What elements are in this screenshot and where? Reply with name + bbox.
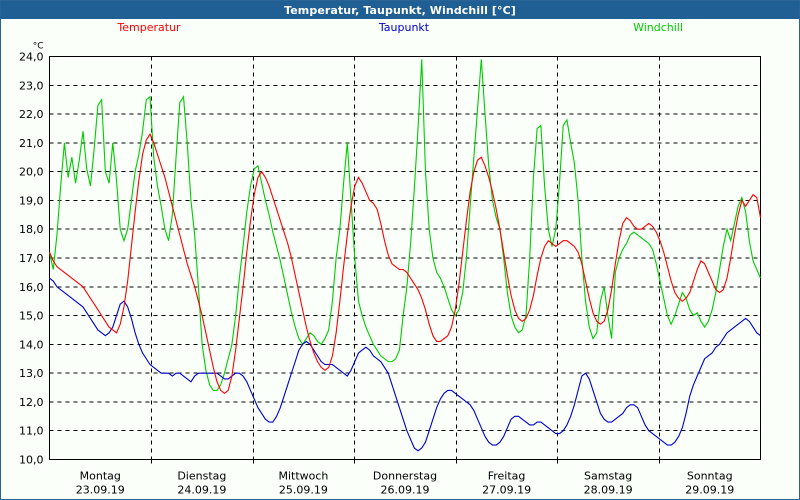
x-axis-day-date: 24.09.19 xyxy=(177,484,226,497)
y-tick-label: 16,0 xyxy=(19,281,44,294)
x-axis-day-name: Samstag xyxy=(584,470,632,483)
x-axis-day-name: Dienstag xyxy=(177,470,226,483)
grid-lines xyxy=(49,56,761,460)
legend-item-temperatur: Temperatur xyxy=(117,21,181,34)
x-axis-day-date: 26.09.19 xyxy=(381,484,430,497)
y-axis-labels: 24,0 23,0 22,0 21,0 20,0 19,0 18,0 17,0 16,0 15,0… xyxy=(19,51,44,467)
y-tick-label: 22,0 xyxy=(19,108,44,121)
x-axis-day-name: Mittwoch xyxy=(278,470,328,483)
data-series xyxy=(48,59,762,452)
chart-legend: Temperatur Taupunkt Windchill xyxy=(1,21,799,37)
y-tick-label: 10,0 xyxy=(19,454,44,467)
x-axis-ticks xyxy=(151,459,660,464)
y-tick-label: 18,0 xyxy=(19,223,44,236)
x-axis-day-date: 23.09.19 xyxy=(76,484,125,497)
series-line-windchill xyxy=(48,59,762,391)
y-tick-label: 13,0 xyxy=(19,367,44,380)
plot-frame xyxy=(49,56,761,460)
y-tick-label: 21,0 xyxy=(19,137,44,150)
legend-item-windchill: Windchill xyxy=(633,21,683,34)
y-tick-label: 15,0 xyxy=(19,310,44,323)
x-axis-day-date: 25.09.19 xyxy=(279,484,328,497)
y-tick-label: 20,0 xyxy=(19,166,44,179)
y-tick-label: 11,0 xyxy=(19,425,44,438)
axis-unit-label: °C xyxy=(33,42,44,52)
x-axis-day-name: Sonntag xyxy=(687,470,733,483)
y-tick-label: 24,0 xyxy=(19,51,44,64)
x-axis-day-date: 28.09.19 xyxy=(584,484,633,497)
x-axis-day-name: Donnerstag xyxy=(373,470,437,483)
y-tick-label: 19,0 xyxy=(19,194,44,207)
x-axis-day-date: 27.09.19 xyxy=(482,484,531,497)
y-tick-label: 17,0 xyxy=(19,252,44,265)
y-tick-label: 23,0 xyxy=(19,79,44,92)
window-title: Temperatur, Taupunkt, Windchill [°C] xyxy=(284,3,516,17)
series-line-temperatur xyxy=(48,133,762,394)
y-tick-label: 12,0 xyxy=(19,396,44,409)
y-axis-unit-label: °C xyxy=(33,42,44,52)
x-axis-day-name: Montag xyxy=(80,470,121,483)
series-line-taupunkt xyxy=(49,277,761,452)
legend-item-taupunkt: Taupunkt xyxy=(378,21,430,34)
x-axis-day-date: 29.09.19 xyxy=(685,484,734,497)
y-tick-label: 14,0 xyxy=(19,338,44,351)
x-axis-day-name: Freitag xyxy=(488,470,526,483)
window-title-bar: Temperatur, Taupunkt, Windchill [°C] xyxy=(1,1,799,19)
